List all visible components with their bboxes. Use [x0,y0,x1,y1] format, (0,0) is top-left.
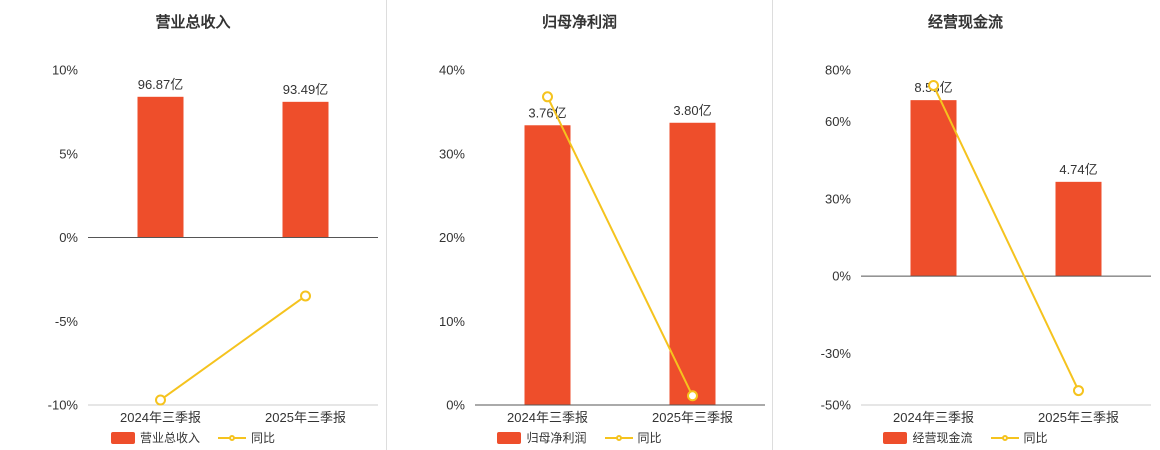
y-tick-label: 0% [59,230,78,245]
legend-label: 同比 [251,431,276,445]
bar-2025年三季报[interactable] [669,122,715,405]
x-category-label: 2025年三季报 [265,410,346,425]
bar-swatch-icon [110,431,135,444]
yoy-marker-icon[interactable] [686,390,698,402]
x-category-label: 2025年三季报 [652,410,733,425]
bar-2024年三季报[interactable] [524,125,570,406]
bar-value-label: 4.74亿 [1059,162,1097,177]
yoy-marker-icon[interactable] [541,91,553,103]
legend-item-cash-flow-bar[interactable]: 经营现金流 [883,429,973,446]
y-tick-label: 0% [446,398,465,413]
bar-2025年三季报[interactable] [1055,181,1101,277]
panel-net-profit: 归母净利润 40% 30% 20% 10% 0% 3.76亿 3.80亿 2024年三季报 20… [386,0,772,450]
y-tick-label: 80% [824,63,850,78]
chart-title-revenue: 营业总收入 [155,14,231,31]
chart-title-net-profit: 归母净利润 [541,14,617,31]
legend-net-profit: 归母净利润 同比 [387,425,772,450]
y-tick-label: 20% [438,230,464,245]
legend-label: 归母净利润 [526,431,587,445]
y-tick-label: -10% [48,398,79,413]
bar-2024年三季报[interactable] [910,100,956,277]
y-tick-label: 0% [832,269,851,284]
legend-item-cash-flow-yoy[interactable]: 同比 [990,429,1048,446]
chart-title-cash-flow: 经营现金流 [927,14,1003,31]
bar-2025年三季报[interactable] [282,101,329,238]
bar-swatch-icon [497,431,522,444]
x-category-label: 2025年三季报 [1038,410,1119,425]
y-tick-label: -5% [55,314,79,329]
yoy-line [932,85,1079,391]
y-tick-label: 40% [438,63,464,78]
line-swatch-icon [218,432,246,444]
bar-2024年三季报[interactable] [137,96,184,238]
y-tick-label: 60% [824,114,850,129]
legend-label: 同比 [637,431,662,445]
yoy-marker-icon[interactable] [1072,385,1084,397]
yoy-marker-icon[interactable] [927,79,939,91]
legend-item-net-profit-bar[interactable]: 归母净利润 [497,429,587,446]
bar-value-label: 3.76亿 [528,105,566,120]
x-category-label: 2024年三季报 [120,410,201,425]
revenue-plot-area: 10% 5% 0% -5% -10% 96.87亿 93.49亿 2024年三季报 2025年三… [48,63,378,425]
legend-label: 营业总收入 [139,431,200,445]
panel-total-revenue: 营业总收入 10% 5% 0% -5% -10% 96.87亿 93.49亿 2024年三季报… [0,0,386,450]
y-tick-label: 30% [438,146,464,161]
legend-revenue: 营业总收入 同比 [0,425,386,450]
x-category-label: 2024年三季报 [893,410,974,425]
legend-label: 同比 [1023,431,1048,445]
y-tick-label: 10% [438,314,464,329]
legend-cash-flow: 经营现金流 同比 [773,425,1158,450]
cash-flow-plot-area: 80%60%30%0%-30%-50%8.53亿4.74亿2024年三季报202… [820,63,1151,425]
y-tick-label: -30% [820,346,851,361]
legend-item-revenue-yoy[interactable]: 同比 [218,429,275,446]
legend-item-revenue-bar[interactable]: 营业总收入 [110,429,200,446]
bar-swatch-icon [883,431,908,444]
line-swatch-icon [604,432,633,444]
y-tick-label: 10% [52,63,78,78]
bar-value-label: 93.49亿 [283,82,329,97]
legend-item-net-profit-yoy[interactable]: 同比 [604,429,662,446]
bar-value-label: 3.80亿 [673,103,711,118]
bar-value-label: 96.87亿 [138,77,184,92]
y-tick-label: 5% [59,146,78,161]
yoy-marker-icon[interactable] [300,290,311,302]
panel-operating-cash-flow: 经营现金流 80%60%30%0%-30%-50%8.53亿4.74亿2024年… [772,0,1158,450]
net-profit-plot-area: 40% 30% 20% 10% 0% 3.76亿 3.80亿 2024年三季报 2025年三季报 [438,63,765,425]
legend-label: 经营现金流 [912,431,973,445]
y-tick-label: 30% [824,191,850,206]
y-tick-label: -50% [820,398,851,413]
yoy-marker-icon[interactable] [155,394,166,406]
line-swatch-icon [990,432,1019,444]
x-category-label: 2024年三季报 [507,410,588,425]
yoy-line [546,96,693,397]
yoy-line [159,295,307,401]
